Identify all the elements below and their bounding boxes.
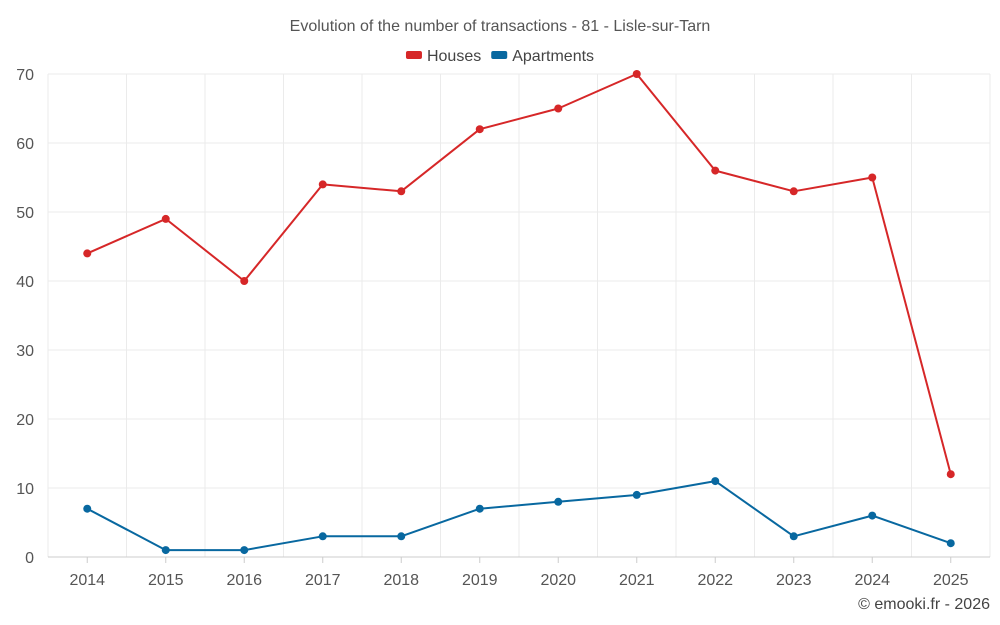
- series-line-apartments: [86, 480, 952, 552]
- legend-swatch: [405, 51, 422, 59]
- data-point-houses[interactable]: [240, 277, 249, 285]
- series-line-houses: [86, 73, 952, 475]
- legend[interactable]: Houses Apartments: [405, 48, 594, 65]
- data-point-apartments[interactable]: [240, 546, 249, 555]
- y-tick-label: 70: [16, 67, 34, 84]
- y-tick-label: 30: [16, 343, 34, 360]
- legend-label: Apartments: [512, 48, 594, 65]
- x-tick-label: 2015: [148, 572, 184, 589]
- legend-label: Houses: [427, 48, 481, 65]
- data-point-apartments[interactable]: [868, 511, 877, 520]
- x-tick-label: 2022: [697, 572, 733, 589]
- y-tick-label: 50: [16, 205, 34, 222]
- data-point-apartments[interactable]: [946, 539, 955, 548]
- y-tick-label: 40: [16, 274, 34, 291]
- x-tick-label: 2019: [462, 572, 498, 589]
- legend-item-houses[interactable]: Houses: [405, 48, 481, 65]
- data-point-apartments[interactable]: [318, 532, 327, 541]
- x-tick-label: 2025: [933, 572, 969, 589]
- data-point-houses[interactable]: [161, 214, 170, 223]
- series-apartments: [83, 477, 955, 555]
- x-tick-label: 2020: [540, 572, 576, 589]
- legend-swatch: [491, 51, 508, 59]
- x-tick-label: 2024: [854, 572, 890, 589]
- data-point-houses[interactable]: [318, 180, 327, 189]
- gridlines: [47, 73, 991, 557]
- x-tick-label: 2014: [69, 572, 105, 589]
- data-point-houses[interactable]: [868, 173, 877, 182]
- data-point-houses[interactable]: [554, 104, 563, 113]
- y-tick-label: 20: [16, 412, 34, 429]
- y-tick-label: 10: [16, 481, 34, 498]
- data-point-apartments[interactable]: [554, 497, 563, 506]
- x-axis: 2014 2015 2016 2017 2018 2019 2020 2021 2022 2023…: [48, 556, 990, 589]
- credit-text: © emooki.fr - 2026: [858, 596, 990, 613]
- data-point-apartments[interactable]: [397, 532, 406, 541]
- data-point-houses[interactable]: [946, 470, 955, 479]
- data-point-houses[interactable]: [789, 187, 798, 196]
- data-point-apartments[interactable]: [789, 532, 798, 541]
- x-tick-label: 2016: [226, 572, 262, 589]
- data-point-houses[interactable]: [711, 166, 720, 175]
- series-houses: [83, 70, 955, 479]
- series-layer: [83, 70, 955, 555]
- x-tick-label: 2018: [383, 572, 419, 589]
- y-tick-label: 0: [25, 550, 34, 567]
- chart-title: Evolution of the number of transactions …: [290, 18, 711, 35]
- data-point-apartments[interactable]: [711, 477, 720, 486]
- x-tick-label: 2023: [776, 572, 812, 589]
- data-point-houses[interactable]: [397, 187, 406, 196]
- legend-item-apartments[interactable]: Apartments: [491, 48, 594, 65]
- data-point-apartments[interactable]: [475, 504, 484, 513]
- x-tick-label: 2021: [619, 572, 655, 589]
- y-tick-label: 60: [16, 136, 34, 153]
- x-tick-label: 2017: [305, 572, 341, 589]
- data-point-apartments[interactable]: [83, 504, 92, 513]
- data-point-houses[interactable]: [83, 249, 92, 258]
- y-axis: 0 10 20 30 40 50 60 70: [16, 67, 34, 567]
- data-point-houses[interactable]: [475, 125, 484, 134]
- data-point-apartments[interactable]: [632, 490, 641, 499]
- data-point-houses[interactable]: [632, 70, 641, 78]
- data-point-apartments[interactable]: [161, 546, 170, 555]
